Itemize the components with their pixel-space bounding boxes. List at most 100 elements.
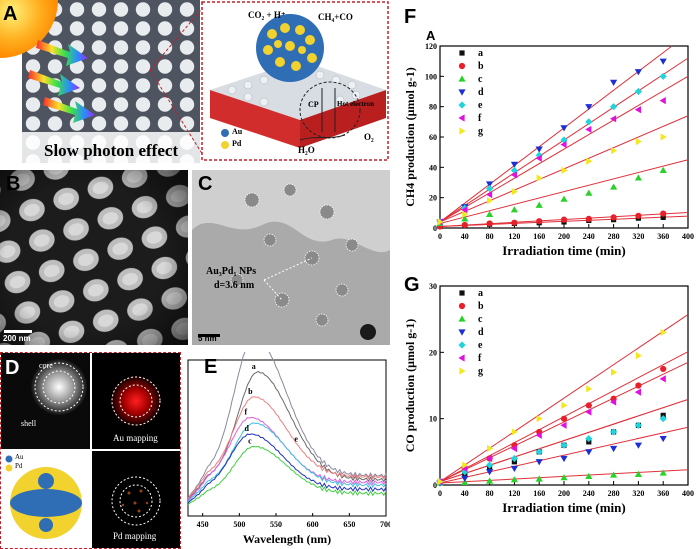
x-tick-label: 160 — [533, 232, 545, 241]
point-d — [510, 465, 518, 473]
legend-label-e: e — [478, 100, 483, 111]
point-b — [585, 215, 592, 222]
mapping-images — [1, 353, 180, 548]
point-c — [610, 471, 618, 478]
legend-marker-f — [458, 114, 465, 122]
panel-a-label: A — [3, 3, 18, 25]
point-e — [659, 72, 667, 80]
x-tick-label: 320 — [632, 232, 644, 241]
spectrum-g — [187, 352, 387, 499]
d-au-legend-label: Au — [15, 453, 24, 461]
tem-image-b — [0, 170, 188, 345]
spectrum-e — [187, 422, 387, 502]
x-tick-label: 280 — [608, 489, 620, 498]
x-tick-label: 700 — [380, 520, 390, 529]
legend-marker-d — [458, 89, 466, 96]
point-f — [634, 106, 641, 114]
x-tick-label: 0 — [438, 489, 442, 498]
point-e — [461, 468, 469, 476]
x-axis-label: Irradiation time (min) — [502, 500, 625, 515]
pd-mapping-label: Pd mapping — [113, 531, 157, 541]
panel-g-label: G — [404, 274, 420, 296]
point-d — [535, 146, 543, 153]
water-label: H₂O — [298, 145, 315, 155]
x-tick-label: 450 — [197, 520, 209, 529]
point-g — [511, 428, 518, 436]
x-tick-label: 0 — [438, 232, 442, 241]
point-g — [635, 352, 642, 360]
au-legend-dot — [221, 129, 229, 137]
legend-marker-d — [458, 329, 466, 336]
spectrum-a — [187, 370, 387, 500]
point-c — [634, 174, 642, 181]
scale-bar-c: 5 nm — [198, 334, 217, 343]
point-d — [634, 442, 642, 449]
point-c — [560, 474, 568, 481]
cp-label: CP — [308, 100, 319, 109]
point-f — [634, 388, 641, 396]
point-d — [634, 69, 642, 76]
point-f — [535, 431, 542, 439]
x-tick-label: 40 — [461, 232, 469, 241]
point-f — [510, 171, 517, 179]
legend-marker-g — [459, 127, 466, 135]
shell-label: shell — [21, 419, 37, 428]
point-g — [561, 166, 568, 174]
legend-marker-b — [458, 62, 466, 70]
point-b — [585, 402, 592, 409]
point-c — [659, 469, 667, 476]
pd-legend-label: Pd — [232, 139, 242, 148]
legend-label-e: e — [478, 340, 483, 351]
panel-b-label: B — [6, 173, 21, 195]
point-f — [535, 154, 542, 162]
x-tick-label: 160 — [533, 489, 545, 498]
point-g — [660, 328, 667, 337]
point-e — [560, 441, 568, 449]
fit-line-c — [439, 159, 689, 224]
x-tick-label: 400 — [682, 489, 694, 498]
spectrum-label-f: f — [244, 408, 247, 417]
point-c — [659, 166, 667, 173]
point-g — [536, 415, 543, 423]
point-g — [487, 444, 494, 453]
spectrum-label-a: a — [252, 362, 256, 371]
point-d — [659, 58, 667, 65]
panel-d-label: D — [5, 357, 20, 379]
x-tick-label: 40 — [461, 489, 469, 498]
point-b — [560, 415, 568, 422]
x-tick-label: 360 — [657, 489, 669, 498]
point-g — [462, 461, 469, 469]
point-d — [560, 455, 568, 463]
point-d — [535, 459, 543, 466]
point-b — [560, 216, 568, 223]
core-label: core — [39, 361, 53, 370]
point-g — [437, 478, 444, 486]
panel-a: A Slow photon effect CO₂ + H⁺ CH₄+CO CP … — [0, 0, 390, 163]
x-tick-label: 120 — [508, 232, 520, 241]
point-f — [510, 444, 517, 453]
point-b — [610, 214, 617, 221]
point-b — [635, 212, 642, 219]
point-c — [535, 201, 543, 208]
point-g — [611, 368, 618, 376]
legend-label-c: c — [478, 74, 483, 85]
y-axis-label: CH4 production (μmol g-1) — [403, 67, 417, 207]
y-tick-label: 60 — [429, 133, 437, 142]
light-ray-icons — [28, 40, 95, 123]
point-f — [659, 375, 666, 383]
y-tick-label: 10 — [429, 415, 437, 424]
np-annotation-line1: Au₃Pd₁ NPs — [206, 266, 257, 277]
point-d — [585, 104, 593, 111]
spectrum-label-b: b — [248, 387, 253, 396]
legend-marker-a — [459, 290, 465, 296]
x-tick-label: 550 — [270, 520, 282, 529]
point-d — [486, 469, 494, 476]
hot-electron-label: Hot electron — [337, 100, 374, 108]
panel-b: B 200 nm — [0, 170, 188, 345]
x-tick-label: 600 — [307, 520, 319, 529]
panel-f-sublabel: A — [426, 28, 436, 43]
reactant-label: CO₂ + H⁺ — [248, 10, 286, 20]
legend-label-c: c — [478, 314, 483, 325]
point-b — [461, 221, 468, 229]
point-g — [487, 197, 494, 205]
